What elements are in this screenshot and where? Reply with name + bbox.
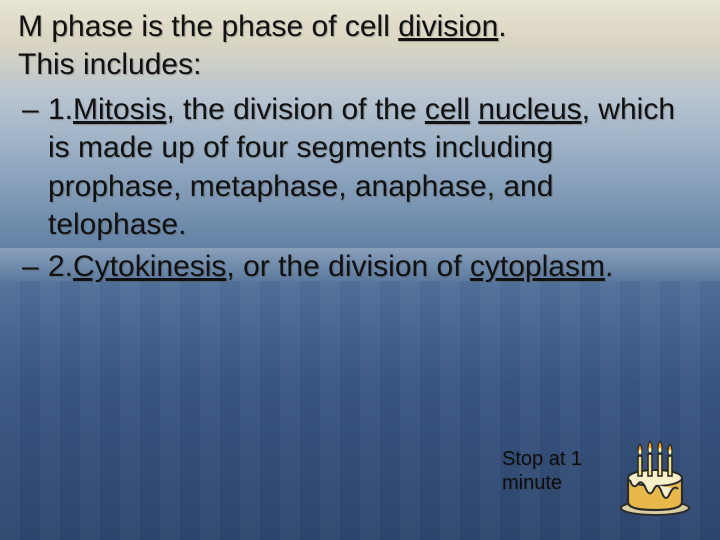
bullet-item-1: – 1.Mitosis, the division of the cell nu… (48, 91, 690, 245)
bullet1-mitosis: Mitosis (73, 93, 166, 126)
bullet2-cytoplasm: cytoplasm (470, 250, 605, 283)
intro-line-1-post: . (498, 10, 506, 43)
bullet2-mid: , or the division of (226, 250, 469, 283)
intro-line-2: This includes: (18, 46, 690, 84)
bullet1-prefix: 1. (48, 93, 73, 126)
intro-underline-division: division (398, 10, 498, 43)
birthday-cake-icon (616, 426, 694, 516)
bullet-item-2: – 2.Cytokinesis, or the division of cyto… (48, 248, 690, 286)
bullet-dash: – (22, 91, 39, 129)
bullet1-nucleus: nucleus (478, 93, 581, 126)
bullet-list: – 1.Mitosis, the division of the cell nu… (18, 91, 690, 287)
bullet2-cytokinesis: Cytokinesis (73, 250, 226, 283)
bullet2-post: . (605, 250, 613, 283)
bullet-dash: – (22, 248, 39, 286)
bullet1-cell: cell (425, 93, 470, 126)
stop-text: Stop at 1 minute (502, 447, 602, 495)
bullet2-prefix: 2. (48, 250, 73, 283)
intro-line-1-pre: M phase is the phase of cell (18, 10, 398, 43)
slide-body: M phase is the phase of cell division. T… (18, 8, 690, 291)
footer: Stop at 1 minute (502, 426, 694, 516)
bullet1-mid1: , the division of the (166, 93, 425, 126)
intro-line-1: M phase is the phase of cell division. (18, 8, 690, 46)
